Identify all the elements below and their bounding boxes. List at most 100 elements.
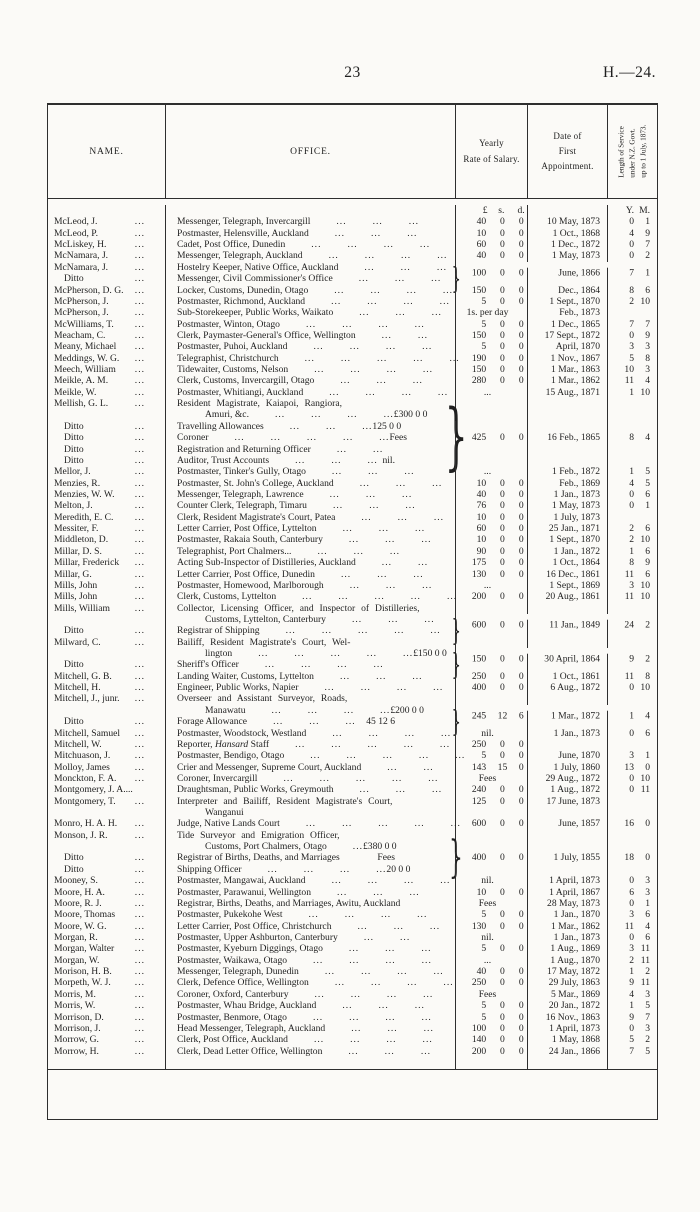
leader-dots: ... xyxy=(378,1000,389,1012)
leader-dots: ... xyxy=(383,239,394,251)
salary-cell: 100 0 0 xyxy=(456,1022,528,1035)
leader-dots: ... xyxy=(364,261,375,273)
name-cell: Moore, R. J.... xyxy=(48,897,166,910)
salary-cell: 40 0 0 xyxy=(456,250,528,262)
service-years: 7 xyxy=(629,1045,634,1057)
date-cell: 1 Sept., 1870 xyxy=(528,295,608,308)
leader-dots: ... xyxy=(351,613,363,625)
table-spacer xyxy=(48,1056,657,1069)
name-cell: Montgomery, J. A.... xyxy=(48,784,166,796)
office-title: Messenger, Civil Commissioner's Office xyxy=(177,273,333,285)
office-cell: Telegraphist, Christchurch..............… xyxy=(166,352,459,365)
leader-dots: ... xyxy=(419,239,431,251)
name-cell: McPherson, J.... xyxy=(48,295,166,308)
service-cell xyxy=(608,739,657,750)
leader-dots: ... xyxy=(428,772,439,784)
service-years: 13 xyxy=(624,761,634,773)
office-cell: Clerk, Customs, Invercargill, Otago.....… xyxy=(166,375,456,387)
office-cell: Counter Clerk, Telegraph, Timaru........… xyxy=(166,500,456,512)
name-leader-dots: ... xyxy=(134,852,145,864)
leader-dots: ... xyxy=(422,1034,433,1046)
person-name: Morgan, Walter xyxy=(54,943,115,955)
leader-dots: ... xyxy=(336,216,347,228)
service-years: 10 xyxy=(624,364,634,376)
service-years xyxy=(608,864,639,875)
office-title: Landing Waiter, Customs, Lyttelton xyxy=(177,670,314,682)
table-row: Millar, D. S.... Telegraphist, Port Chalm… xyxy=(48,545,657,558)
leader-dots: ... xyxy=(361,511,372,523)
service-months: 10 xyxy=(640,534,650,546)
leader-dots: ... xyxy=(403,875,415,887)
name-cell: Monson, J. R.... xyxy=(48,829,166,842)
salary-cell: 10 0 0 xyxy=(456,477,528,489)
leader-dots: ... xyxy=(311,239,322,251)
leader-dots: ... xyxy=(331,466,343,478)
service-years xyxy=(608,739,639,750)
date-cell: 20 Aug., 1861 xyxy=(528,591,608,603)
leader-dots: ... xyxy=(234,432,245,444)
service-cell xyxy=(608,455,657,466)
salary-cell: ... xyxy=(456,466,528,478)
service-years: 9 xyxy=(629,1011,634,1023)
office-inline-amount: £200 0 0 xyxy=(390,704,424,716)
salary-pounds: 200 xyxy=(471,591,487,603)
service-years: 0 xyxy=(629,932,634,943)
salary-pounds: 76 xyxy=(476,500,487,512)
office-cell: Postmaster, Whitiangi, Auckland.........… xyxy=(166,386,456,399)
service-years: 11 xyxy=(624,670,634,682)
service-years: 9 xyxy=(629,977,634,989)
table-row: Monro, H. A. H.... Judge, Native Lands Co… xyxy=(48,818,657,830)
leader-dots: ... xyxy=(313,1034,325,1046)
salary-shillings: 0 xyxy=(500,352,505,364)
person-name: Montgomery, T. xyxy=(54,795,116,807)
leader-dots: ... xyxy=(395,477,407,489)
person-name: Mills, John xyxy=(54,579,98,591)
leader-dots: ... xyxy=(358,625,369,637)
date-cell: 1 Aug., 1870 xyxy=(528,954,608,967)
salary-cell: 5 0 0 xyxy=(456,1000,528,1012)
office-cell: Messenger, Telegraph, Lawrence......... xyxy=(166,488,456,501)
date-cell: 1 July, 1860 xyxy=(528,761,608,773)
name-cell: Moore, Thomas... xyxy=(48,909,166,921)
table-row: Monson, J. R.... Tide Surveyor and Emigra… xyxy=(48,829,657,842)
name-cell: Ditto... xyxy=(48,273,166,285)
table-row: McPherson, J.... Postmaster, Richmond, Au… xyxy=(48,295,657,308)
leader-dots: ... xyxy=(342,318,353,330)
table-row: Morris, W.... Postmaster, Whau Bridge, Au… xyxy=(48,1000,657,1012)
salary-pounds: 10 xyxy=(476,477,487,489)
leader-dots: ... xyxy=(358,273,369,285)
office-title: Forage Allowance xyxy=(177,716,248,728)
service-years: 0 xyxy=(629,784,634,796)
person-name: McNamara, J. xyxy=(54,261,109,273)
service-cell: 0 10 xyxy=(608,682,657,693)
name-leader-dots: ... xyxy=(134,897,145,909)
salary-pence: 0 xyxy=(518,488,524,500)
service-cell xyxy=(608,444,657,455)
salary-pounds: 10 xyxy=(476,886,487,898)
salary-cell: 76 0 0 xyxy=(456,500,528,512)
date-cell: 10 May, 1873 xyxy=(528,216,608,228)
office-cell: Registrar of Births, Deaths, and Marriag… xyxy=(166,852,456,864)
leader-dots: ... xyxy=(397,966,408,978)
leader-dots: ... xyxy=(417,329,429,341)
leader-dots: ... xyxy=(455,750,466,762)
office-title: Postmaster, Kyeburn Diggings, Otago xyxy=(177,943,323,955)
leader-dots: ... xyxy=(303,863,314,875)
person-name: Moore, R. J. xyxy=(54,897,102,909)
table-row: Morris, M.... Coroner, Oxford, Canterbury… xyxy=(48,988,657,1001)
date-cell: Feb., 1869 xyxy=(528,477,608,489)
name-leader-dots: ... xyxy=(134,659,145,671)
service-months: 6 xyxy=(645,284,650,296)
date-cell xyxy=(528,807,608,819)
table-row: Mitchell, G. B.... Landing Waiter, Custom… xyxy=(48,670,657,683)
salary-pence: 0 xyxy=(518,318,524,330)
salary-pence: 0 xyxy=(518,284,524,296)
service-months: 6 xyxy=(645,488,650,500)
date-cell xyxy=(528,273,608,285)
service-months: 6 xyxy=(645,568,650,580)
table-row: Ditto... Forage Allowance......... 45 12 6 xyxy=(48,716,657,728)
name-cell: Mitchell, H.... xyxy=(48,682,166,694)
salary-cell: Fees xyxy=(456,897,528,910)
